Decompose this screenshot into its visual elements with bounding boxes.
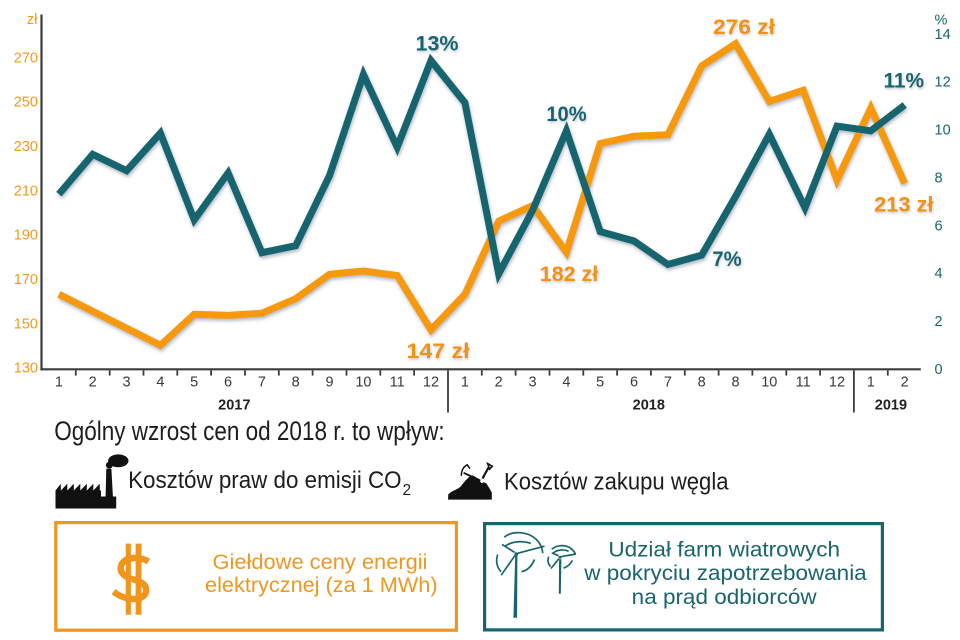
svg-text:210: 210: [14, 183, 38, 199]
svg-text:Udział farm wiatrowych: Udział farm wiatrowych: [608, 538, 840, 562]
svg-text:11%: 11%: [883, 69, 924, 92]
svg-text:4: 4: [156, 375, 164, 391]
svg-text:7%: 7%: [712, 248, 742, 271]
svg-text:w pokryciu zapotrzebowania: w pokryciu zapotrzebowania: [583, 561, 866, 585]
svg-text:2: 2: [901, 375, 909, 391]
svg-text:2: 2: [403, 482, 412, 499]
svg-text:10%: 10%: [546, 103, 587, 126]
svg-text:250: 250: [14, 95, 38, 111]
svg-text:130: 130: [14, 361, 38, 377]
svg-text:8: 8: [292, 375, 300, 391]
svg-text:2019: 2019: [875, 398, 907, 414]
svg-text:2: 2: [495, 375, 503, 391]
svg-text:170: 170: [14, 272, 38, 288]
svg-text:12: 12: [423, 375, 439, 391]
svg-text:213 zł: 213 zł: [874, 194, 933, 217]
svg-text:8: 8: [731, 375, 739, 391]
svg-text:270: 270: [14, 50, 38, 66]
svg-text:na prąd odbiorców: na prąd odbiorców: [632, 585, 817, 609]
svg-text:1: 1: [461, 375, 469, 391]
svg-text:%: %: [935, 13, 948, 29]
svg-text:150: 150: [14, 316, 38, 332]
svg-text:2018: 2018: [633, 398, 665, 414]
svg-text:4: 4: [562, 375, 570, 391]
svg-text:1: 1: [55, 375, 63, 391]
svg-text:Ogólny wzrost cen od 2018 r. t: Ogólny wzrost cen od 2018 r. to wpływ:: [54, 416, 444, 446]
svg-text:6: 6: [224, 375, 232, 391]
svg-text:7: 7: [258, 375, 266, 391]
svg-text:Kosztów zakupu węgla: Kosztów zakupu węgla: [504, 469, 729, 496]
svg-text:10: 10: [355, 375, 371, 391]
svg-text:zł: zł: [27, 12, 38, 28]
svg-text:Kosztów praw do emisji CO: Kosztów praw do emisji CO: [128, 467, 402, 494]
svg-text:230: 230: [14, 139, 38, 155]
svg-text:3: 3: [123, 375, 131, 391]
svg-text:10: 10: [935, 123, 951, 139]
svg-text:7: 7: [664, 375, 672, 391]
svg-text:2: 2: [935, 314, 943, 330]
svg-text:182 zł: 182 zł: [540, 263, 599, 286]
svg-text:Giełdowe ceny energii: Giełdowe ceny energii: [213, 550, 428, 574]
svg-text:12: 12: [829, 375, 845, 391]
svg-text:8: 8: [698, 375, 706, 391]
svg-text:1: 1: [867, 375, 875, 391]
svg-text:14: 14: [935, 27, 951, 43]
svg-text:6: 6: [935, 218, 943, 234]
svg-text:11: 11: [390, 375, 405, 391]
svg-text:0: 0: [935, 362, 943, 378]
svg-text:2: 2: [89, 375, 97, 391]
svg-text:9: 9: [326, 375, 334, 391]
svg-text:11: 11: [796, 375, 811, 391]
svg-text:8: 8: [935, 170, 943, 186]
svg-text:12: 12: [935, 75, 951, 91]
svg-text:elektrycznej (za 1 MWh): elektrycznej (za 1 MWh): [205, 573, 438, 597]
svg-text:6: 6: [630, 375, 638, 391]
svg-text:3: 3: [528, 375, 536, 391]
svg-text:4: 4: [935, 266, 943, 282]
svg-text:10: 10: [761, 375, 777, 391]
svg-text:276 zł: 276 zł: [713, 16, 775, 39]
svg-text:5: 5: [596, 375, 604, 391]
svg-text:147 zł: 147 zł: [407, 340, 470, 363]
svg-text:190: 190: [14, 228, 38, 244]
svg-text:2017: 2017: [218, 398, 250, 414]
svg-text:5: 5: [190, 375, 198, 391]
svg-text:13%: 13%: [416, 33, 459, 56]
